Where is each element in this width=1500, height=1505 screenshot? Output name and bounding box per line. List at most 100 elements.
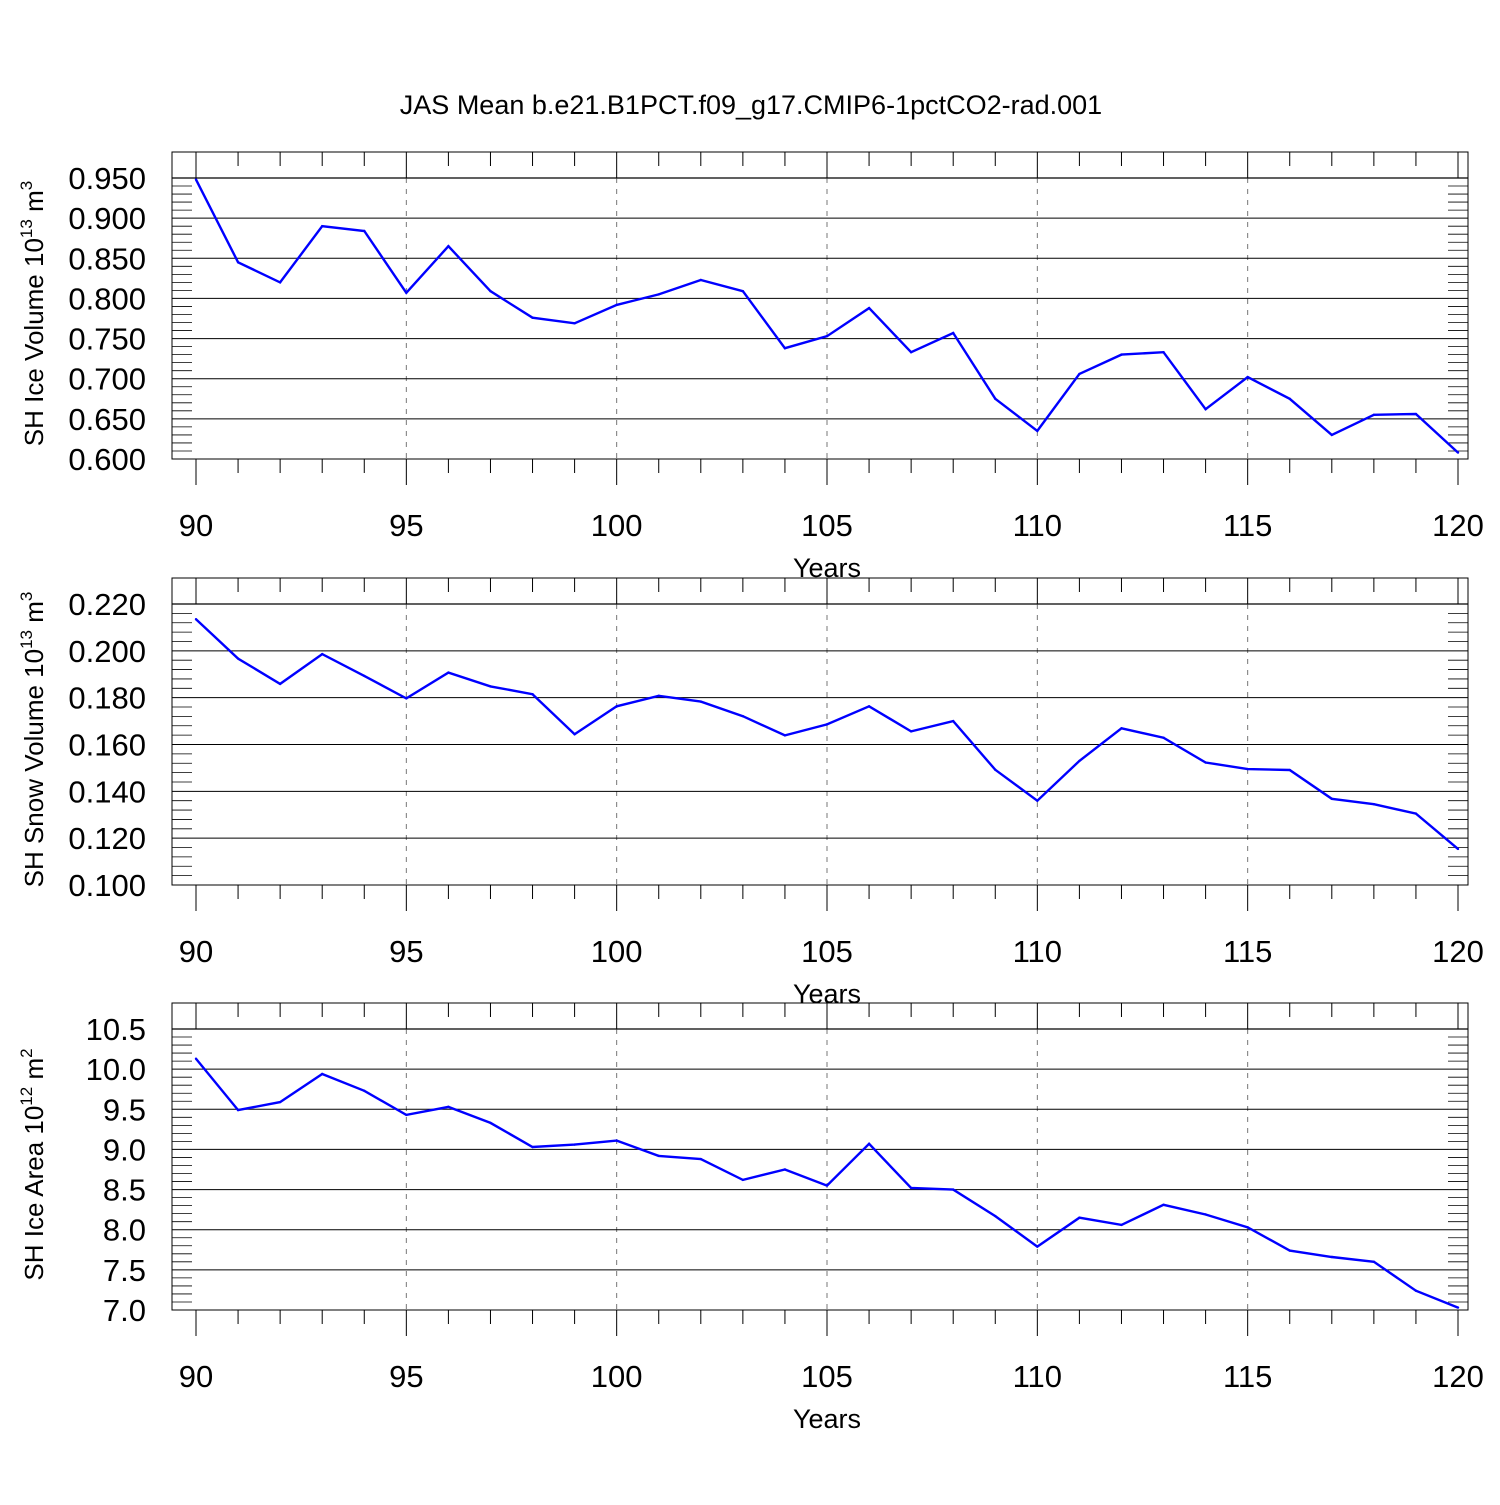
data-point	[1456, 451, 1460, 454]
data-point	[278, 281, 282, 284]
data-point	[278, 1100, 282, 1104]
data-point	[405, 697, 408, 700]
data-point	[1330, 797, 1334, 801]
data-point	[741, 714, 745, 718]
y-tick-label: 0.950	[68, 161, 146, 196]
data-point	[194, 618, 198, 621]
data-point	[952, 719, 955, 723]
data-point	[405, 1113, 408, 1117]
x-tick-label: 120	[1432, 934, 1484, 969]
data-point	[236, 657, 240, 660]
data-point	[1162, 736, 1165, 739]
y-axis-label-superscript: 3	[17, 592, 36, 601]
data-point	[1414, 812, 1418, 815]
data-point	[657, 694, 660, 697]
data-point	[573, 732, 576, 736]
x-tick-label: 105	[801, 508, 853, 543]
data-point	[1204, 1213, 1207, 1216]
y-tick-label: 0.120	[68, 821, 146, 856]
data-point	[1120, 353, 1123, 356]
x-tick-label: 115	[1223, 934, 1272, 969]
data-point	[194, 1057, 198, 1060]
data-point	[699, 1157, 702, 1161]
data-point	[1372, 1260, 1376, 1264]
data-point	[952, 331, 955, 335]
x-tick-label: 110	[1013, 508, 1062, 543]
y-tick-label: 9.0	[103, 1132, 146, 1167]
y-tick-label: 0.180	[68, 681, 146, 716]
y-tick-label: 8.0	[103, 1213, 146, 1248]
y-axis-label-superscript: 13	[17, 630, 36, 649]
data-point	[1036, 1245, 1039, 1248]
y-tick-label: 0.600	[68, 442, 146, 477]
data-point	[615, 303, 618, 307]
y-tick-label: 8.5	[103, 1173, 146, 1208]
data-point	[489, 290, 492, 293]
data-point	[531, 316, 534, 319]
data-point	[783, 734, 787, 737]
chart-panel-3: 10.5 10.0 9.5 9.0 8.5 8.0 7.5 7.0 90 95 100 105 110 1…	[17, 1002, 1484, 1434]
x-tick-label: 105	[801, 1359, 853, 1394]
data-point	[1036, 799, 1039, 802]
data-point	[363, 1089, 366, 1093]
y-tick-label: 0.750	[68, 322, 146, 357]
data-point	[278, 682, 282, 686]
plot-frame	[171, 151, 1469, 460]
y-tick-label: 7.5	[103, 1253, 146, 1288]
data-point	[1414, 1289, 1418, 1292]
y-tick-label: 10.5	[86, 1012, 146, 1047]
data-point	[699, 278, 702, 282]
y-axis-label-superscript: 13	[17, 219, 36, 238]
data-point	[531, 692, 534, 696]
y-tick-label: 7.0	[103, 1293, 146, 1328]
data-point	[236, 261, 240, 264]
data-point	[1078, 1216, 1081, 1219]
data-point	[1204, 761, 1207, 764]
y-axis-label-part: SH Ice Volume 10	[19, 238, 49, 446]
data-point	[194, 178, 198, 181]
chart-panel-1: 0.950 0.900 0.850 0.800 0.750 0.700 0.650 0.600…	[17, 151, 1484, 583]
data-point	[1456, 847, 1460, 851]
data-point	[1120, 727, 1123, 730]
data-point	[1246, 375, 1249, 379]
plot-frame	[171, 577, 1469, 886]
data-point	[321, 652, 324, 656]
data-point	[952, 1188, 955, 1191]
y-axis-label: SH Snow Volume 1013 m3	[17, 592, 49, 888]
data-point	[489, 685, 492, 688]
data-point	[236, 1108, 240, 1112]
data-point	[1078, 372, 1081, 376]
data-point	[867, 306, 871, 310]
y-tick-label: 0.140	[68, 774, 146, 809]
data-point	[447, 671, 450, 674]
data-point	[741, 290, 745, 293]
x-tick-label: 115	[1223, 508, 1272, 543]
data-point	[363, 229, 366, 233]
data-point	[447, 245, 450, 248]
data-point	[867, 1142, 871, 1146]
x-tick-label: 95	[389, 934, 423, 969]
x-tick-label: 100	[591, 934, 643, 969]
y-axis-label-part: SH Snow Volume 10	[19, 649, 49, 887]
y-tick-label: 0.850	[68, 241, 146, 276]
data-point	[1120, 1223, 1123, 1227]
y-tick-label: 0.160	[68, 728, 146, 763]
y-tick-label: 0.700	[68, 362, 146, 397]
data-point	[909, 730, 913, 733]
y-axis-label: SH Ice Area 1012 m2	[17, 1048, 49, 1280]
data-point	[699, 700, 702, 703]
x-tick-label: 100	[591, 1359, 643, 1394]
data-point	[321, 224, 324, 228]
plot-frame	[171, 1002, 1469, 1311]
data-point	[1162, 1203, 1165, 1207]
data-point	[1246, 767, 1249, 771]
data-point	[1078, 759, 1081, 763]
data-point	[615, 1139, 618, 1142]
data-point	[657, 1154, 660, 1158]
y-axis-label-superscript: 12	[17, 1087, 36, 1106]
data-point	[1288, 768, 1291, 772]
x-tick-label: 120	[1432, 508, 1484, 543]
x-tick-label: 120	[1432, 1359, 1484, 1394]
